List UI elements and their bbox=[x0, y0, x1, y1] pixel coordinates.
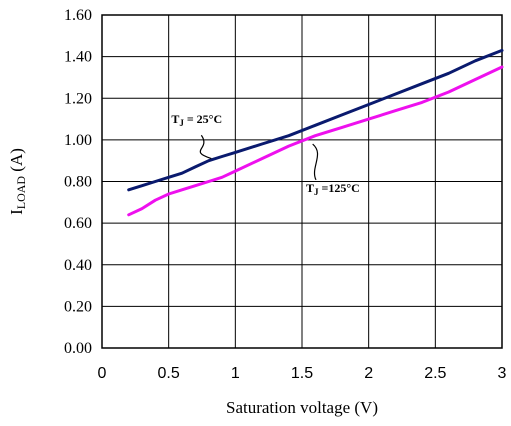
annotation-leader-1 bbox=[199, 134, 212, 160]
x-tick-label: 3 bbox=[498, 365, 507, 382]
annotation-sub: J bbox=[179, 118, 184, 128]
y-tick-label: 0.60 bbox=[64, 215, 92, 232]
series-line-2 bbox=[127, 65, 504, 217]
x-tick-label: 0 bbox=[98, 365, 107, 382]
series-line-1 bbox=[127, 48, 504, 192]
x-tick-label: 1 bbox=[231, 365, 240, 382]
y-tick-label: 1.20 bbox=[64, 90, 92, 107]
y-axis-label-main: I bbox=[7, 209, 26, 215]
annotation-label-2: TJ =125°C bbox=[306, 181, 360, 197]
x-tick-label: 2 bbox=[364, 365, 373, 382]
y-tick-label: 1.00 bbox=[64, 132, 92, 149]
annotation-rest: =125°C bbox=[319, 181, 360, 195]
annotation-main: T bbox=[171, 112, 179, 126]
annotation-sub: J bbox=[314, 187, 319, 197]
x-tick-label: 1.5 bbox=[291, 365, 313, 382]
plot-frame bbox=[101, 14, 503, 349]
x-tick-label: 0.5 bbox=[158, 365, 180, 382]
annotation-rest: = 25°C bbox=[184, 112, 222, 126]
y-tick-label: 0.20 bbox=[64, 298, 92, 315]
y-axis-label-unit: (A) bbox=[7, 148, 26, 176]
y-axis-label: ILOAD (A) bbox=[7, 148, 28, 215]
annotation-leader-2 bbox=[312, 143, 319, 181]
series-group bbox=[127, 48, 504, 217]
x-tick-label: 2.5 bbox=[424, 365, 446, 382]
y-axis-ticks: 0.00 0.20 0.40 0.60 0.80 1.00 1.20 1.40 1.60 bbox=[64, 7, 92, 357]
y-tick-label: 1.40 bbox=[64, 49, 92, 66]
y-tick-label: 0.80 bbox=[64, 174, 92, 191]
y-axis-label-sub: LOAD bbox=[14, 176, 28, 210]
y-tick-label: 0.40 bbox=[64, 257, 92, 274]
annotation-main: T bbox=[306, 181, 314, 195]
x-axis-ticks: 0 0.5 1 1.5 2 2.5 3 bbox=[98, 365, 507, 382]
y-tick-label: 1.60 bbox=[64, 7, 92, 24]
x-axis-label: Saturation voltage (V) bbox=[226, 398, 378, 417]
annotation-label-1: TJ = 25°C bbox=[171, 112, 222, 128]
y-tick-label: 0.00 bbox=[64, 340, 92, 357]
annotations: TJ = 25°CTJ =125°C bbox=[171, 112, 359, 197]
